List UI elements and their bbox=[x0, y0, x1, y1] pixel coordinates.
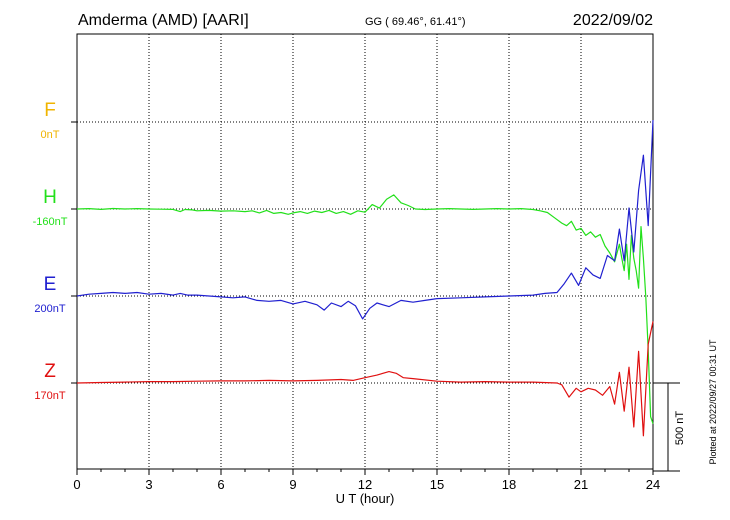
channel-baselines bbox=[71, 121, 653, 384]
x-tick-label: 15 bbox=[430, 477, 444, 492]
scale-bar-label: 500 nT bbox=[674, 411, 686, 446]
x-tick-label: 24 bbox=[646, 477, 660, 492]
series-lines bbox=[76, 119, 654, 437]
x-tick-label: 21 bbox=[574, 477, 588, 492]
x-tick-label: 18 bbox=[502, 477, 516, 492]
x-tick-label: 9 bbox=[289, 477, 296, 492]
plotted-at-note: Plotted at 2022/09/27 00:31 UT bbox=[708, 339, 718, 465]
channel-name-z: Z bbox=[44, 361, 56, 382]
x-tick-label: 0 bbox=[73, 477, 80, 492]
channel-name-e: E bbox=[44, 274, 57, 295]
channel-baseline-e: 200nT bbox=[34, 303, 65, 315]
plot-date: 2022/09/02 bbox=[573, 12, 653, 29]
channel-labels: F 0nT H -160nT E 200nT Z 170nT bbox=[33, 100, 68, 402]
x-tick-label: 6 bbox=[217, 477, 224, 492]
x-tick-label: 3 bbox=[145, 477, 152, 492]
channel-baseline-h: -160nT bbox=[33, 216, 68, 228]
x-tick-label: 12 bbox=[358, 477, 372, 492]
channel-baseline-z: 170nT bbox=[34, 390, 65, 402]
vertical-gridlines bbox=[148, 34, 582, 469]
x-axis-ticks: 0 3 6 9 12 15 18 21 24 bbox=[73, 469, 660, 492]
series-line-e bbox=[76, 119, 654, 320]
scale-bar: 500 nT bbox=[653, 382, 686, 472]
series-line-z bbox=[76, 321, 654, 437]
series-line-h bbox=[76, 194, 654, 424]
channel-name-h: H bbox=[43, 187, 57, 208]
channel-baseline-f: 0nT bbox=[41, 129, 60, 141]
station-title: Amderma (AMD) [AARI] bbox=[78, 12, 249, 29]
x-axis-label: U T (hour) bbox=[336, 491, 395, 506]
coordinates: GG ( 69.46°, 61.41°) bbox=[365, 16, 466, 28]
channel-name-f: F bbox=[44, 100, 56, 121]
